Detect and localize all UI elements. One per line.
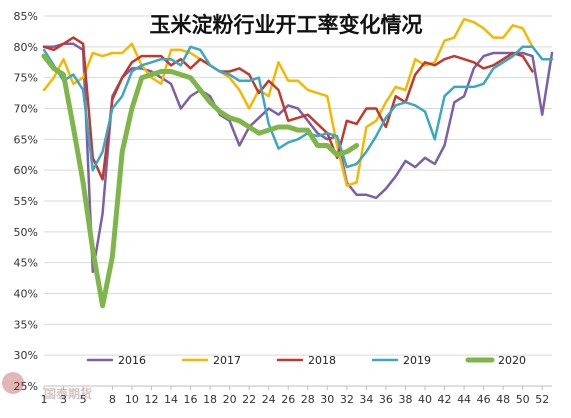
watermark-text: 国泰期货 [44, 386, 92, 401]
legend: 2016 2017 2018 2019 2020 [86, 354, 526, 367]
x-tick-label: 38 [398, 393, 412, 406]
y-tick-label: 70% [14, 103, 38, 116]
y-tick-label: 30% [14, 349, 38, 362]
x-tick-label: 42 [438, 393, 452, 406]
x-tick-label: 50 [516, 393, 530, 406]
y-axis: 25% 30% 35% 40% 45% 50% 55% 60% 65% 70% 75% 80% 85% [14, 10, 38, 393]
chart-title: 玉米淀粉行业开工率变化情况 [150, 12, 423, 37]
x-tick-label: 10 [125, 393, 139, 406]
watermark-logo: 国泰期货 [2, 372, 92, 401]
x-tick-label: 34 [359, 393, 373, 406]
x-tick-label: 36 [379, 393, 393, 406]
y-tick-label: 75% [14, 72, 38, 85]
x-tick-label: 26 [281, 393, 295, 406]
legend-label-2019: 2019 [403, 354, 431, 367]
x-tick-label: 46 [477, 393, 491, 406]
x-tick-label: 18 [203, 393, 217, 406]
series-line-2019 [42, 45, 554, 172]
x-tick-label: 24 [262, 393, 276, 406]
y-tick-label: 35% [14, 318, 38, 331]
y-tick-label: 45% [14, 257, 38, 270]
legend-label-2016: 2016 [118, 354, 146, 367]
y-tick-label: 65% [14, 133, 38, 146]
x-tick-label: 16 [184, 393, 198, 406]
y-tick-label: 80% [14, 41, 38, 54]
x-tick-label: 8 [109, 393, 116, 406]
x-tick-label: 5 [80, 393, 87, 406]
x-tick-label: 12 [144, 393, 158, 406]
series-layer [41, 17, 554, 309]
legend-label-2020: 2020 [498, 354, 526, 367]
x-tick-label: 40 [418, 393, 432, 406]
x-tick-label: 48 [496, 393, 510, 406]
x-tick-label: 22 [242, 393, 256, 406]
y-tick-label: 50% [14, 226, 38, 239]
x-tick-label: 32 [340, 393, 354, 406]
x-tick-label: 20 [223, 393, 237, 406]
y-tick-label: 40% [14, 288, 38, 301]
x-tick-label: 14 [164, 393, 178, 406]
y-tick-label: 85% [14, 10, 38, 23]
series-line-2017 [42, 17, 534, 187]
x-tick-label: 44 [457, 393, 471, 406]
y-tick-label: 60% [14, 164, 38, 177]
series-line-2018 [42, 36, 534, 181]
x-tick-label: 30 [320, 393, 334, 406]
grid [44, 15, 552, 387]
series-line-2020 [41, 53, 360, 309]
x-tick-label: 3 [60, 393, 67, 406]
watermark-icon [2, 372, 24, 394]
legend-label-2017: 2017 [213, 354, 241, 367]
x-tick-label: 52 [535, 393, 549, 406]
x-tick-label: 1 [41, 393, 48, 406]
x-axis: 1 3 5 8 10 12 14 16 18 20 22 24 26 28 30 32 34 36 38 40 42 44… [41, 386, 549, 406]
x-tick-label: 28 [301, 393, 315, 406]
legend-label-2018: 2018 [308, 354, 336, 367]
y-tick-label: 55% [14, 195, 38, 208]
y-tick-label: 25% [14, 380, 38, 393]
